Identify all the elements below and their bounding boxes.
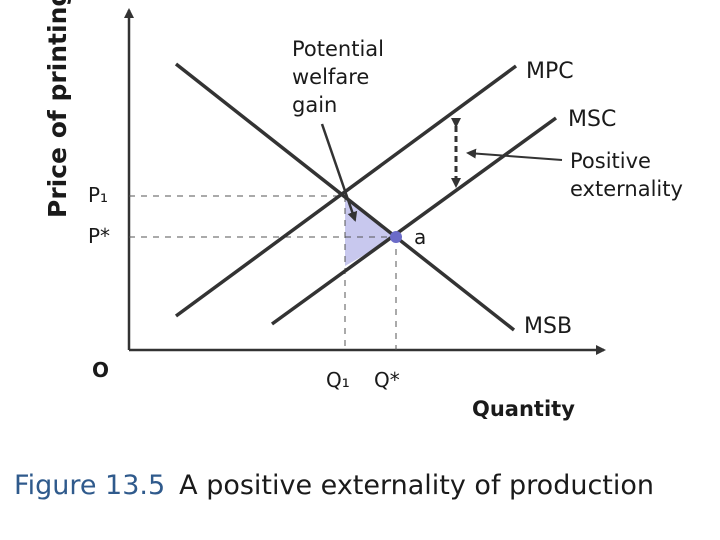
point-a-label: a <box>414 225 426 249</box>
welfare-gain-line-3: gain <box>292 93 337 117</box>
msb-label: MSB <box>524 314 572 339</box>
msb-curve <box>174 62 516 332</box>
mpc-label: MPC <box>526 59 574 84</box>
q-star-label: Q* <box>374 368 400 392</box>
welfare-gain-label: Potential welfare gain <box>292 37 391 117</box>
externality-line-2: externality <box>570 177 683 201</box>
figure-number: Figure 13.5 <box>14 470 166 501</box>
p-star-label: P* <box>88 224 110 248</box>
welfare-gain-line-1: Potential <box>292 37 384 61</box>
externality-pointer-arrow <box>466 148 563 161</box>
p1-label: P₁ <box>88 183 108 207</box>
figure-caption-text: A positive externality of production <box>179 470 655 501</box>
y-axis-label: Price of printing ($) <box>43 0 72 218</box>
welfare-gain-line-2: welfare <box>292 65 369 89</box>
origin-label: O <box>92 358 109 382</box>
positive-externality-label: Positive externality <box>570 149 683 201</box>
externality-diagram: Price of printing ($) Quantity O P₁ P* Q… <box>43 0 683 421</box>
x-axis-label: Quantity <box>472 397 575 421</box>
msc-curve <box>270 116 558 326</box>
welfare-gain-area <box>345 196 396 266</box>
welfare-gain-pointer-arrow <box>320 123 358 222</box>
figure-caption: Figure 13.5 A positive externality of pro… <box>14 470 714 502</box>
q1-label: Q₁ <box>326 368 350 392</box>
msc-label: MSC <box>568 107 616 132</box>
externality-line-1: Positive <box>570 149 651 173</box>
equilibrium-point-a <box>390 231 402 243</box>
